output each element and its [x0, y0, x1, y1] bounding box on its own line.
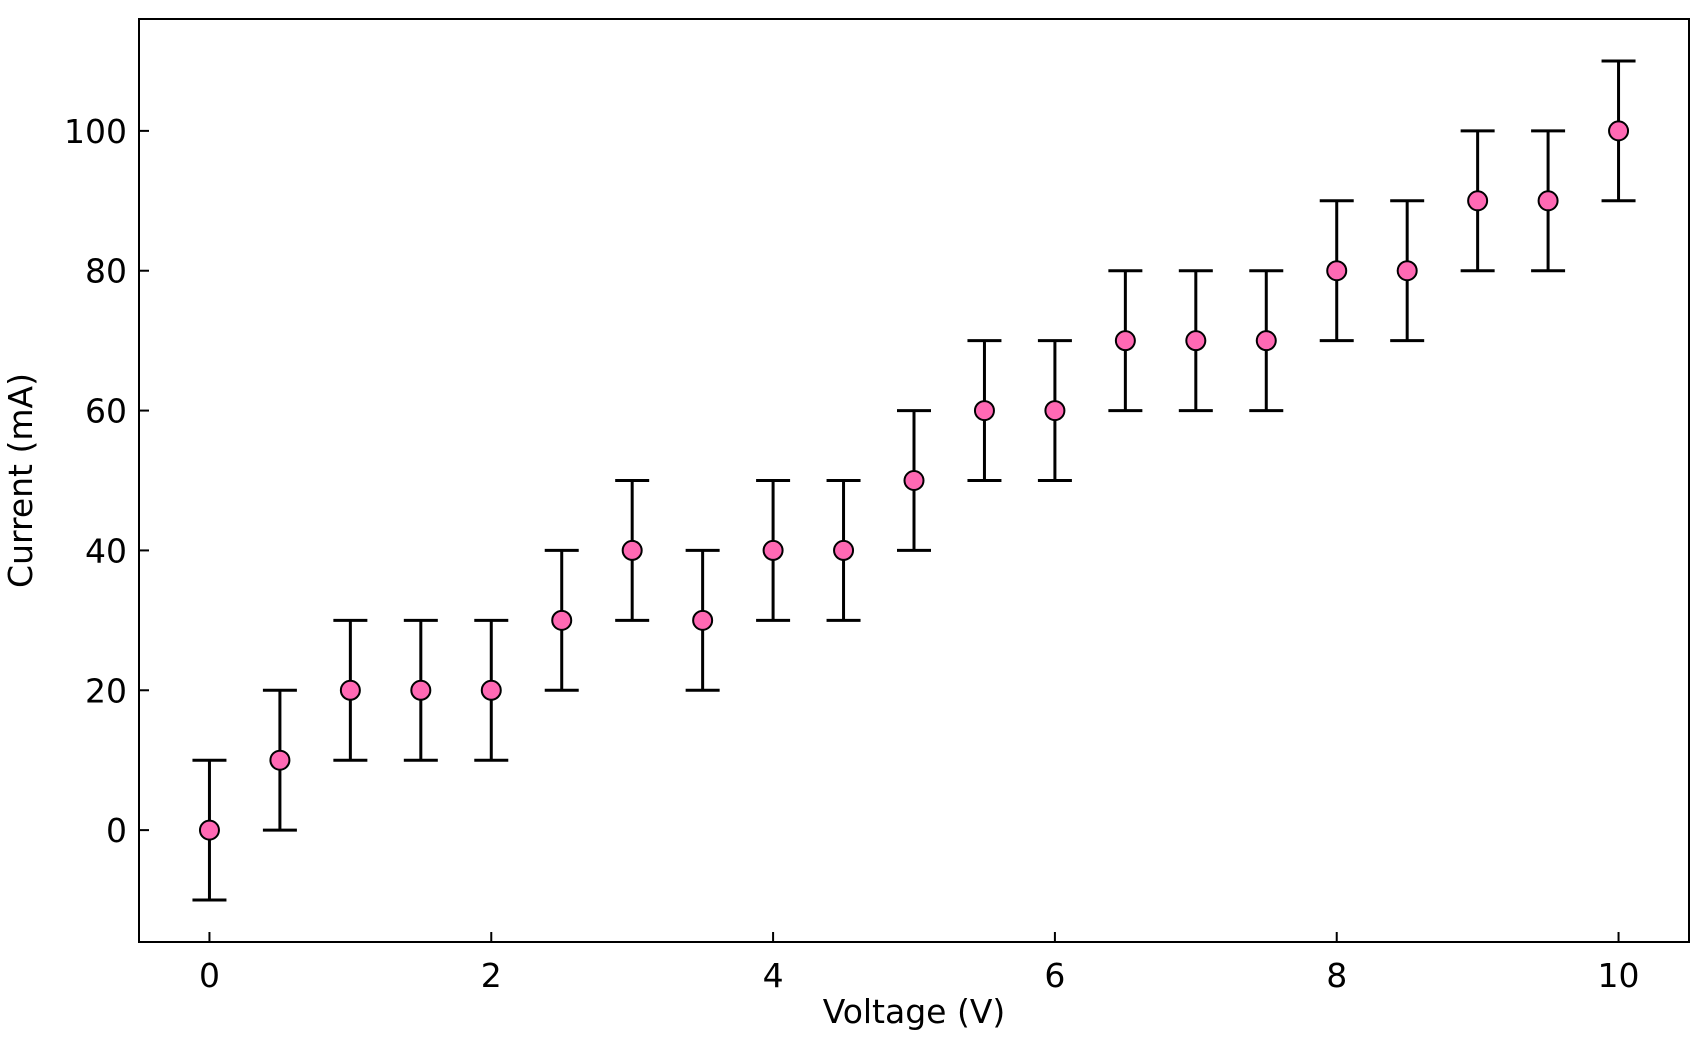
x-axis-label: Voltage (V)	[823, 992, 1006, 1031]
x-tick-label: 0	[199, 956, 220, 995]
x-tick-label: 4	[763, 956, 784, 995]
points-layer	[198, 120, 1630, 841]
x-tick-label: 6	[1044, 956, 1065, 995]
y-tick-label: 60	[85, 392, 127, 431]
x-axis-ticks: 0 2 4 6 8 10	[199, 932, 1640, 995]
data-point	[762, 539, 784, 561]
x-tick-label: 10	[1598, 956, 1640, 995]
y-tick-label: 80	[85, 252, 127, 291]
data-point	[1326, 260, 1348, 282]
data-point	[621, 539, 643, 561]
x-tick-label: 2	[481, 956, 502, 995]
data-point	[1185, 330, 1207, 352]
x-tick-label: 8	[1326, 956, 1347, 995]
data-point	[1396, 260, 1418, 282]
data-point	[198, 819, 220, 841]
data-point	[551, 609, 573, 631]
data-point	[833, 539, 855, 561]
data-point	[410, 679, 432, 701]
data-point	[1044, 400, 1066, 422]
data-point	[903, 470, 925, 491]
data-point	[1255, 330, 1277, 352]
data-point	[973, 400, 995, 422]
data-point	[1537, 190, 1559, 212]
y-axis-ticks: 0 20 40 60 80 100	[64, 112, 149, 850]
plot-frame	[138, 18, 1690, 943]
y-axis-label: Current (mA)	[1, 373, 40, 588]
y-tick-label: 40	[85, 531, 127, 570]
y-tick-label: 100	[64, 112, 127, 151]
y-tick-label: 20	[85, 671, 127, 710]
data-point	[269, 749, 291, 771]
data-point	[692, 609, 714, 631]
data-point	[1608, 120, 1630, 142]
data-point	[1114, 330, 1136, 352]
y-tick-label: 0	[106, 811, 127, 850]
data-point	[1467, 190, 1489, 212]
data-point	[480, 679, 502, 701]
data-point	[339, 679, 361, 701]
